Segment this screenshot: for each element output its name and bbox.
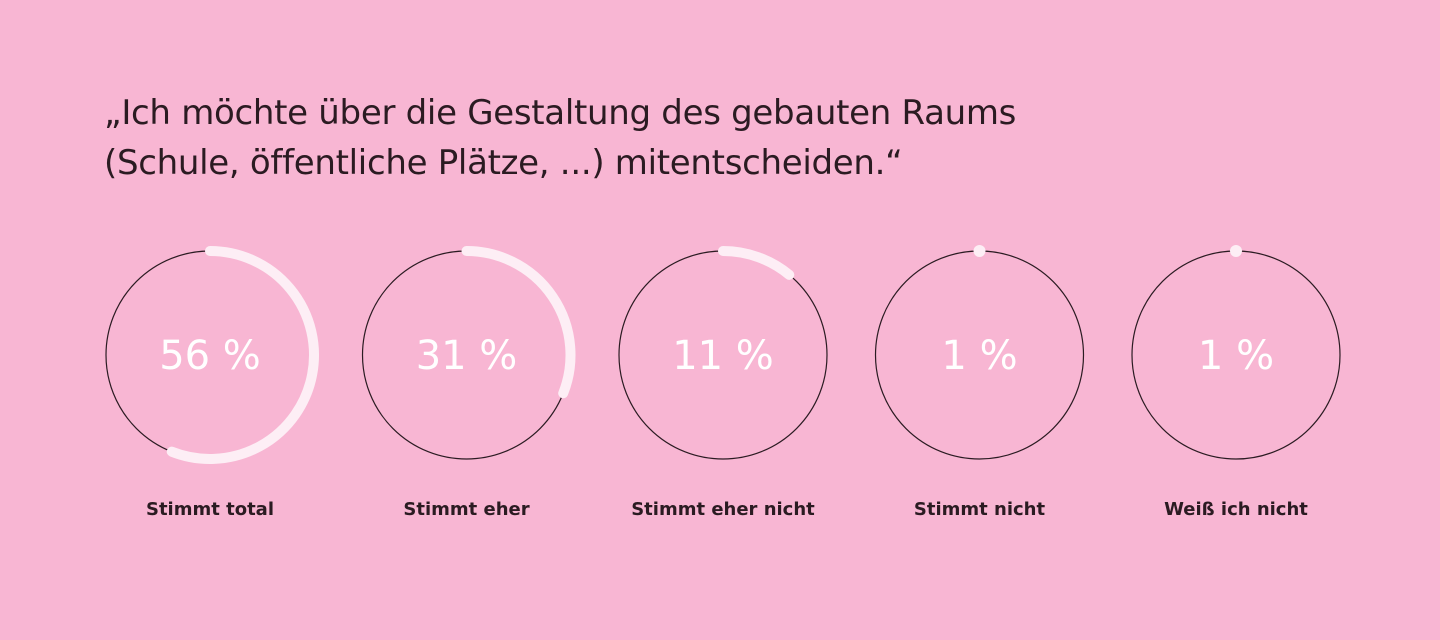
title-line-2: (Schule, öffentliche Plätze, ...) mitent…	[104, 143, 903, 183]
value-arc-stimmt-eher-nicht	[718, 246, 795, 280]
donut-stimmt-nicht: 1 % Stimmt nicht	[874, 245, 1085, 520]
donut-stimmt-eher: 31 % Stimmt eher	[361, 246, 576, 520]
title-line-1: „Ich möchte über die Gestaltung des geba…	[104, 93, 1017, 133]
donut-weiss-ich-nicht: 1 % Weiß ich nicht	[1131, 245, 1341, 520]
category-label-weiss-ich-nicht: Weiß ich nicht	[1164, 499, 1308, 520]
donut-group: 56 % Stimmt total 31 % Stimmt eher 11 % Stimm…	[105, 245, 1341, 520]
value-label-stimmt-eher-nicht: 11 %	[672, 333, 774, 379]
category-label-stimmt-total: Stimmt total	[146, 499, 274, 520]
value-label-stimmt-nicht: 1 %	[941, 333, 1017, 379]
category-label-stimmt-eher: Stimmt eher	[403, 499, 529, 520]
value-label-stimmt-eher: 31 %	[416, 333, 518, 379]
value-arc-stimmt-eher	[461, 246, 576, 399]
chart-title: „Ich möchte über die Gestaltung des geba…	[104, 88, 1204, 188]
value-label-weiss-ich-nicht: 1 %	[1198, 333, 1274, 379]
donut-stimmt-eher-nicht: 11 % Stimmt eher nicht	[618, 246, 828, 520]
donut-stimmt-total: 56 % Stimmt total	[105, 246, 319, 520]
value-arc-stimmt-nicht	[973, 245, 986, 257]
category-label-stimmt-eher-nicht: Stimmt eher nicht	[631, 499, 815, 520]
value-arc-weiss-ich-nicht	[1230, 245, 1242, 257]
value-label-stimmt-total: 56 %	[159, 333, 261, 379]
category-label-stimmt-nicht: Stimmt nicht	[914, 499, 1046, 520]
value-arc-stimmt-total	[166, 246, 319, 464]
